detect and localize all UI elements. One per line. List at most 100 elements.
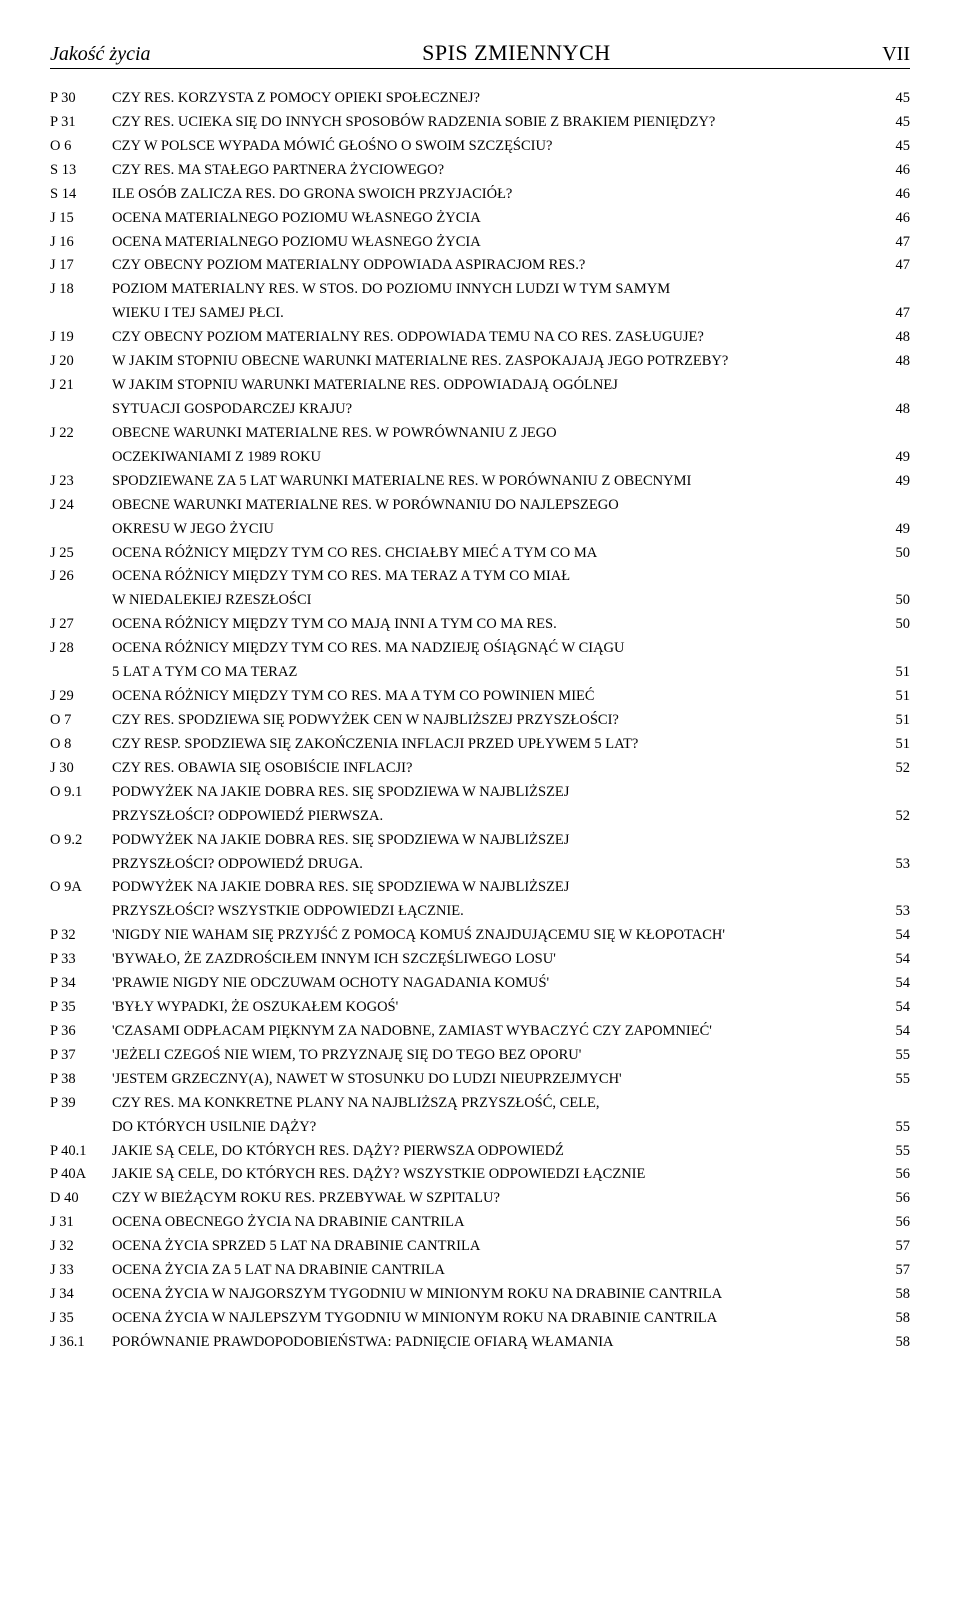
toc-page: 51 (880, 685, 910, 709)
table-of-contents: P 30CZY RES. KORZYSTA Z POMOCY OPIEKI SP… (50, 87, 910, 1355)
toc-row: J 17CZY OBECNY POZIOM MATERIALNY ODPOWIA… (50, 254, 910, 278)
toc-text: OCENA RÓŻNICY MIĘDZY TYM CO RES. MA NADZ… (112, 637, 880, 661)
toc-text: PRZYSZŁOŚCI? WSZYSTKIE ODPOWIEDZI ŁĄCZNI… (112, 900, 880, 924)
toc-text: OCENA ŻYCIA ZA 5 LAT NA DRABINIE CANTRIL… (112, 1259, 880, 1283)
toc-page: 57 (880, 1259, 910, 1283)
toc-row: J 35OCENA ŻYCIA W NAJLEPSZYM TYGODNIU W … (50, 1307, 910, 1331)
toc-text: CZY RESP. SPODZIEWA SIĘ ZAKOŃCZENIA INFL… (112, 733, 880, 757)
toc-text: OKRESU W JEGO ŻYCIU (112, 518, 880, 542)
toc-row: O 9.1PRZYSZŁOŚCI? ODPOWIEDŹ PIERWSZA.52 (50, 805, 910, 829)
toc-text: CZY RES. MA STAŁEGO PARTNERA ŻYCIOWEGO? (112, 159, 880, 183)
toc-page: 54 (880, 1020, 910, 1044)
toc-row: J 285 LAT A TYM CO MA TERAZ51 (50, 661, 910, 685)
toc-row: J 15OCENA MATERIALNEGO POZIOMU WŁASNEGO … (50, 207, 910, 231)
toc-text: OCENA ŻYCIA W NAJGORSZYM TYGODNIU W MINI… (112, 1283, 880, 1307)
toc-page: 56 (880, 1187, 910, 1211)
toc-row: J 25OCENA RÓŻNICY MIĘDZY TYM CO RES. CHC… (50, 542, 910, 566)
toc-text: SYTUACJI GOSPODARCZEJ KRAJU? (112, 398, 880, 422)
toc-page (880, 781, 910, 805)
toc-row: J 22OBECNE WARUNKI MATERIALNE RES. W POW… (50, 422, 910, 446)
toc-page: 51 (880, 709, 910, 733)
toc-code: O 7 (50, 709, 112, 733)
toc-row: O 9.1PODWYŻEK NA JAKIE DOBRA RES. SIĘ SP… (50, 781, 910, 805)
header-center: SPIS ZMIENNYCH (422, 40, 611, 66)
toc-text: OBECNE WARUNKI MATERIALNE RES. W POWRÓWN… (112, 422, 880, 446)
toc-text: POZIOM MATERIALNY RES. W STOS. DO POZIOM… (112, 278, 880, 302)
toc-code: O 9.2 (50, 829, 112, 853)
toc-text: DO KTÓRYCH USILNIE DĄŻY? (112, 1116, 880, 1140)
toc-row: P 34'PRAWIE NIGDY NIE ODCZUWAM OCHOTY NA… (50, 972, 910, 996)
toc-row: J 30CZY RES. OBAWIA SIĘ OSOBIŚCIE INFLAC… (50, 757, 910, 781)
page-header: Jakość życia SPIS ZMIENNYCH VII (50, 40, 910, 69)
toc-page (880, 876, 910, 900)
toc-row: P 30CZY RES. KORZYSTA Z POMOCY OPIEKI SP… (50, 87, 910, 111)
toc-text: 5 LAT A TYM CO MA TERAZ (112, 661, 880, 685)
toc-text: PODWYŻEK NA JAKIE DOBRA RES. SIĘ SPODZIE… (112, 781, 880, 805)
toc-page: 53 (880, 853, 910, 877)
toc-text: OCENA RÓŻNICY MIĘDZY TYM CO RES. CHCIAŁB… (112, 542, 880, 566)
toc-code: J 34 (50, 1283, 112, 1307)
toc-page: 48 (880, 398, 910, 422)
toc-code: P 34 (50, 972, 112, 996)
toc-code: J 29 (50, 685, 112, 709)
toc-row: O 9.2PRZYSZŁOŚCI? ODPOWIEDŹ DRUGA.53 (50, 853, 910, 877)
toc-text: 'JEŻELI CZEGOŚ NIE WIEM, TO PRZYZNAJĘ SI… (112, 1044, 880, 1068)
toc-code: S 14 (50, 183, 112, 207)
toc-row: P 33'BYWAŁO, ŻE ZAZDROŚCIŁEM INNYM ICH S… (50, 948, 910, 972)
toc-page (880, 637, 910, 661)
toc-page (880, 278, 910, 302)
toc-page: 47 (880, 302, 910, 326)
toc-code: J 15 (50, 207, 112, 231)
toc-text: CZY OBECNY POZIOM MATERIALNY ODPOWIADA A… (112, 254, 880, 278)
toc-text: CZY OBECNY POZIOM MATERIALNY RES. ODPOWI… (112, 326, 880, 350)
toc-text: W NIEDALEKIEJ RZESZŁOŚCI (112, 589, 880, 613)
toc-row: P 40AJAKIE SĄ CELE, DO KTÓRYCH RES. DĄŻY… (50, 1163, 910, 1187)
toc-code: J 20 (50, 350, 112, 374)
toc-code: J 17 (50, 254, 112, 278)
toc-text: CZY RES. OBAWIA SIĘ OSOBIŚCIE INFLACJI? (112, 757, 880, 781)
toc-page: 46 (880, 159, 910, 183)
toc-row: J 21SYTUACJI GOSPODARCZEJ KRAJU?48 (50, 398, 910, 422)
toc-code: J 33 (50, 1259, 112, 1283)
header-left: Jakość życia (50, 43, 151, 66)
toc-text: CZY RES. KORZYSTA Z POMOCY OPIEKI SPOŁEC… (112, 87, 880, 111)
toc-page: 55 (880, 1044, 910, 1068)
toc-code: S 13 (50, 159, 112, 183)
toc-text: OCZEKIWANIAMI Z 1989 ROKU (112, 446, 880, 470)
toc-page: 51 (880, 661, 910, 685)
toc-page (880, 829, 910, 853)
toc-row: J 32OCENA ŻYCIA SPRZED 5 LAT NA DRABINIE… (50, 1235, 910, 1259)
toc-page: 55 (880, 1116, 910, 1140)
toc-page: 51 (880, 733, 910, 757)
toc-row: O 9.2PODWYŻEK NA JAKIE DOBRA RES. SIĘ SP… (50, 829, 910, 853)
toc-row: J 27OCENA RÓŻNICY MIĘDZY TYM CO MAJĄ INN… (50, 613, 910, 637)
toc-page: 54 (880, 972, 910, 996)
toc-row: P 31CZY RES. UCIEKA SIĘ DO INNYCH SPOSOB… (50, 111, 910, 135)
toc-text: SPODZIEWANE ZA 5 LAT WARUNKI MATERIALNE … (112, 470, 880, 494)
toc-text: OCENA MATERIALNEGO POZIOMU WŁASNEGO ŻYCI… (112, 231, 880, 255)
toc-code: P 40A (50, 1163, 112, 1187)
toc-page: 45 (880, 135, 910, 159)
toc-code: P 36 (50, 1020, 112, 1044)
toc-page: 50 (880, 589, 910, 613)
toc-row: O 8CZY RESP. SPODZIEWA SIĘ ZAKOŃCZENIA I… (50, 733, 910, 757)
toc-text: OCENA MATERIALNEGO POZIOMU WŁASNEGO ŻYCI… (112, 207, 880, 231)
toc-code: J 32 (50, 1235, 112, 1259)
toc-text: PRZYSZŁOŚCI? ODPOWIEDŹ PIERWSZA. (112, 805, 880, 829)
toc-code: J 22 (50, 422, 112, 446)
toc-row: P 38'JESTEM GRZECZNY(A), NAWET W STOSUNK… (50, 1068, 910, 1092)
toc-page: 56 (880, 1211, 910, 1235)
toc-text: OCENA OBECNEGO ŻYCIA NA DRABINIE CANTRIL… (112, 1211, 880, 1235)
toc-row: J 20W JAKIM STOPNIU OBECNE WARUNKI MATER… (50, 350, 910, 374)
toc-page: 55 (880, 1068, 910, 1092)
toc-row: J 18WIEKU I TEJ SAMEJ PŁCI.47 (50, 302, 910, 326)
toc-page (880, 494, 910, 518)
toc-code: P 40.1 (50, 1140, 112, 1164)
toc-page: 46 (880, 207, 910, 231)
toc-row: J 23SPODZIEWANE ZA 5 LAT WARUNKI MATERIA… (50, 470, 910, 494)
toc-row: J 31OCENA OBECNEGO ŻYCIA NA DRABINIE CAN… (50, 1211, 910, 1235)
toc-row: J 28OCENA RÓŻNICY MIĘDZY TYM CO RES. MA … (50, 637, 910, 661)
toc-text: PODWYŻEK NA JAKIE DOBRA RES. SIĘ SPODZIE… (112, 876, 880, 900)
toc-text: OCENA RÓŻNICY MIĘDZY TYM CO RES. MA TERA… (112, 565, 880, 589)
toc-row: P 32'NIGDY NIE WAHAM SIĘ PRZYJŚĆ Z POMOC… (50, 924, 910, 948)
